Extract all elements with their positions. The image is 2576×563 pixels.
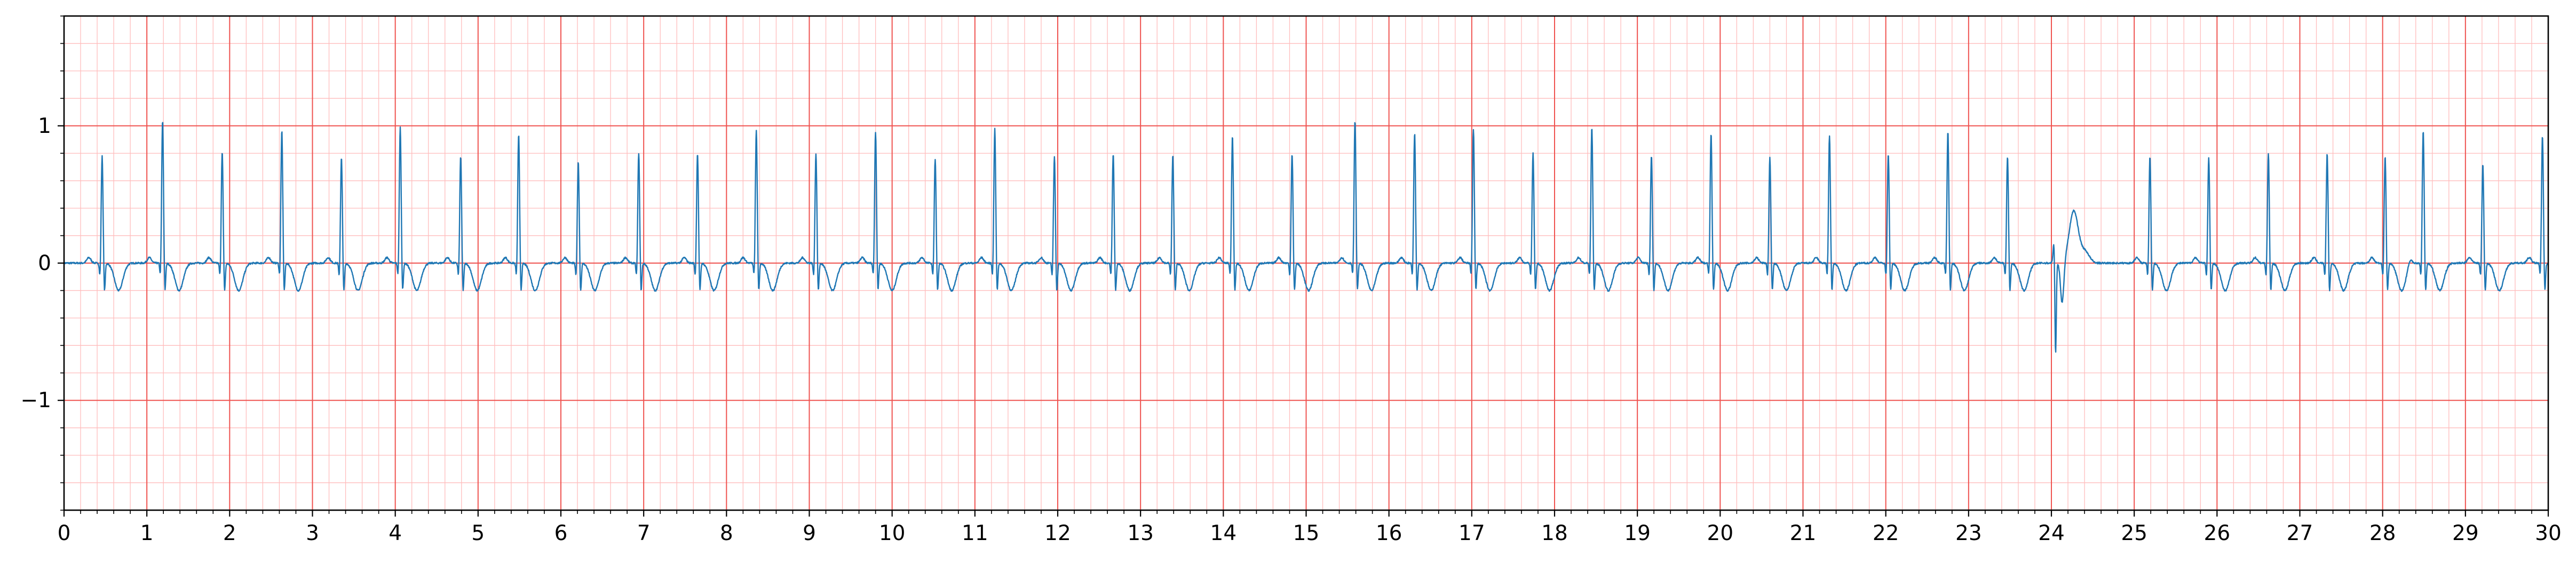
x-tick-label: 15 — [1293, 521, 1320, 545]
x-tick-label: 24 — [2038, 521, 2065, 545]
x-tick-label: 5 — [471, 521, 485, 545]
x-tick-label: 8 — [720, 521, 733, 545]
y-tick-label: 1 — [38, 114, 51, 138]
x-tick-label: 27 — [2287, 521, 2313, 545]
x-tick-label: 3 — [306, 521, 319, 545]
x-axis: 0 1 2 3 4 5 6 7 8 9 10 11 12 13 14 15 16 17 18 19 20 21 22 23 24… — [58, 510, 2562, 545]
x-tick-label: 6 — [554, 521, 568, 545]
x-tick-label: 17 — [1459, 521, 1485, 545]
x-tick-label: 19 — [1624, 521, 1651, 545]
x-tick-label: 23 — [1955, 521, 1982, 545]
x-tick-label: 13 — [1127, 521, 1154, 545]
ecg-trace-line — [63, 122, 2549, 353]
x-tick-label: 20 — [1707, 521, 1734, 545]
x-tick-label: 0 — [58, 521, 71, 545]
x-tick-label: 11 — [962, 521, 988, 545]
y-tick-label: −1 — [21, 388, 52, 413]
x-tick-label: 1 — [140, 521, 154, 545]
x-tick-label: 26 — [2204, 521, 2231, 545]
x-tick-label: 22 — [1873, 521, 1899, 545]
x-tick-label: 14 — [1210, 521, 1237, 545]
x-tick-label: 30 — [2535, 521, 2562, 545]
y-axis: 1 0 −1 — [21, 15, 64, 511]
plot-area — [63, 15, 2549, 511]
x-tick-label: 2 — [223, 521, 236, 545]
x-tick-label: 7 — [637, 521, 651, 545]
y-tick-label: 0 — [38, 251, 51, 275]
x-tick-label: 21 — [1790, 521, 1817, 545]
x-tick-label: 9 — [803, 521, 816, 545]
x-tick-label: 12 — [1044, 521, 1071, 545]
x-tick-label: 28 — [2369, 521, 2396, 545]
x-tick-label: 29 — [2452, 521, 2479, 545]
x-tick-label: 16 — [1376, 521, 1402, 545]
x-tick-label: 10 — [879, 521, 906, 545]
x-tick-label: 25 — [2121, 521, 2147, 545]
x-tick-label: 4 — [389, 521, 402, 545]
x-tick-label: 18 — [1541, 521, 1568, 545]
